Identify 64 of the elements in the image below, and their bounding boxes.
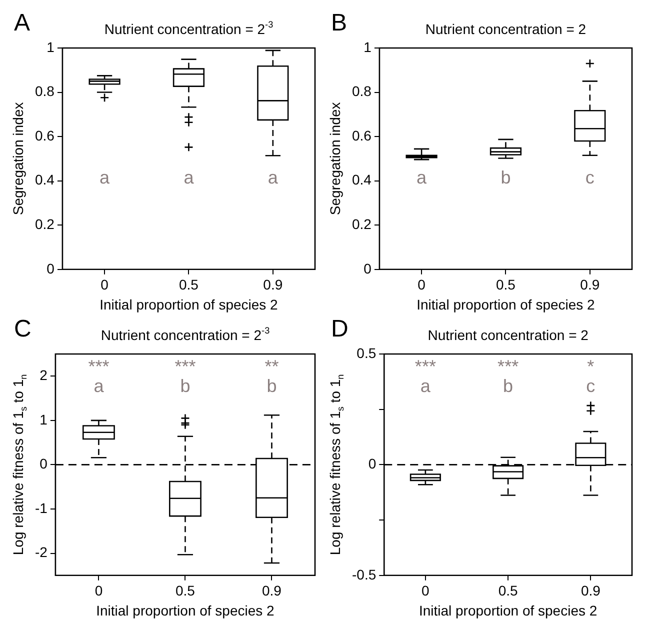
text: C <box>14 316 32 343</box>
x-tick-label: 0.9 <box>580 582 601 599</box>
annotation: c <box>586 376 596 396</box>
y-axis-title: Log relative fitness of 1s to 1n <box>10 374 28 556</box>
y-tick-label: -2 <box>34 544 48 560</box>
y-tick-label: 1 <box>364 38 372 55</box>
annotation: *** <box>498 356 519 376</box>
annotation: a <box>100 168 111 188</box>
y-tick-label: -1 <box>34 500 48 516</box>
annotation: b <box>500 168 511 188</box>
y-tick-label: 0.2 <box>352 216 372 232</box>
x-tick-label: 0.5 <box>498 582 518 599</box>
annotation: *** <box>174 356 196 376</box>
text: A <box>14 10 30 37</box>
annotation: b <box>503 376 514 396</box>
y-tick-label: 1 <box>40 411 48 428</box>
x-tick-label: 0.9 <box>262 582 282 599</box>
y-tick-label: 0 <box>46 260 55 276</box>
chart-title: Nutrient concentration = 2 <box>425 20 586 37</box>
annotation: *** <box>414 356 436 376</box>
annotation: b <box>180 376 190 396</box>
y-tick-label: 2 <box>40 367 48 383</box>
x-tick-label: 0 <box>94 582 103 599</box>
x-axis-title: Initial proportion of species 2 <box>100 296 278 312</box>
y-tick-label: 0 <box>40 456 48 472</box>
y-tick-label: 0 <box>364 260 372 276</box>
y-tick-label: 0.4 <box>352 172 372 188</box>
annotation: *** <box>88 356 110 376</box>
y-tick-label: 0.5 <box>356 344 376 361</box>
x-axis-title: Initial proportion of species 2 <box>416 296 596 312</box>
annotation: ** <box>264 356 279 376</box>
x-tick-label: 0.5 <box>496 276 516 293</box>
annotation: a <box>94 376 105 396</box>
annotation: a <box>416 168 428 188</box>
chart-title: Nutrient concentration = 2 <box>428 326 589 343</box>
x-tick-label: 0.9 <box>580 276 600 293</box>
y-tick-label: 1 <box>46 38 55 55</box>
annotation: c <box>585 168 594 188</box>
annotation: b <box>266 376 277 396</box>
text: D <box>331 316 348 343</box>
y-tick-label: -0.5 <box>352 566 376 582</box>
annotation: * <box>587 356 594 376</box>
annotation: a <box>268 168 279 188</box>
x-tick-label: 0 <box>418 276 426 293</box>
y-axis-title: Segregation index <box>10 102 26 216</box>
x-axis-title: Initial proportion of species 2 <box>96 602 275 618</box>
y-tick-label: 0.4 <box>34 172 55 188</box>
y-tick-label: 0.8 <box>352 83 372 100</box>
y-axis-title: Segregation index <box>326 102 343 216</box>
annotation: a <box>184 168 195 188</box>
y-tick-label: 0.8 <box>34 83 55 100</box>
x-tick-label: 0 <box>100 276 109 293</box>
x-axis-title: Initial proportion of species 2 <box>418 602 598 618</box>
y-tick-label: 0.6 <box>352 127 372 144</box>
y-tick-label: 0 <box>368 456 376 472</box>
y-tick-label: 0.2 <box>34 216 55 232</box>
x-tick-label: 0.5 <box>175 582 196 599</box>
annotation: a <box>420 376 432 396</box>
x-tick-label: 0.9 <box>263 276 283 293</box>
x-tick-label: 0 <box>422 582 430 599</box>
text: B <box>331 10 348 37</box>
y-tick-label: 0.6 <box>34 127 55 144</box>
y-axis-title: Log relative fitness of 1s to 1n <box>326 374 346 556</box>
x-tick-label: 0.5 <box>178 276 199 293</box>
